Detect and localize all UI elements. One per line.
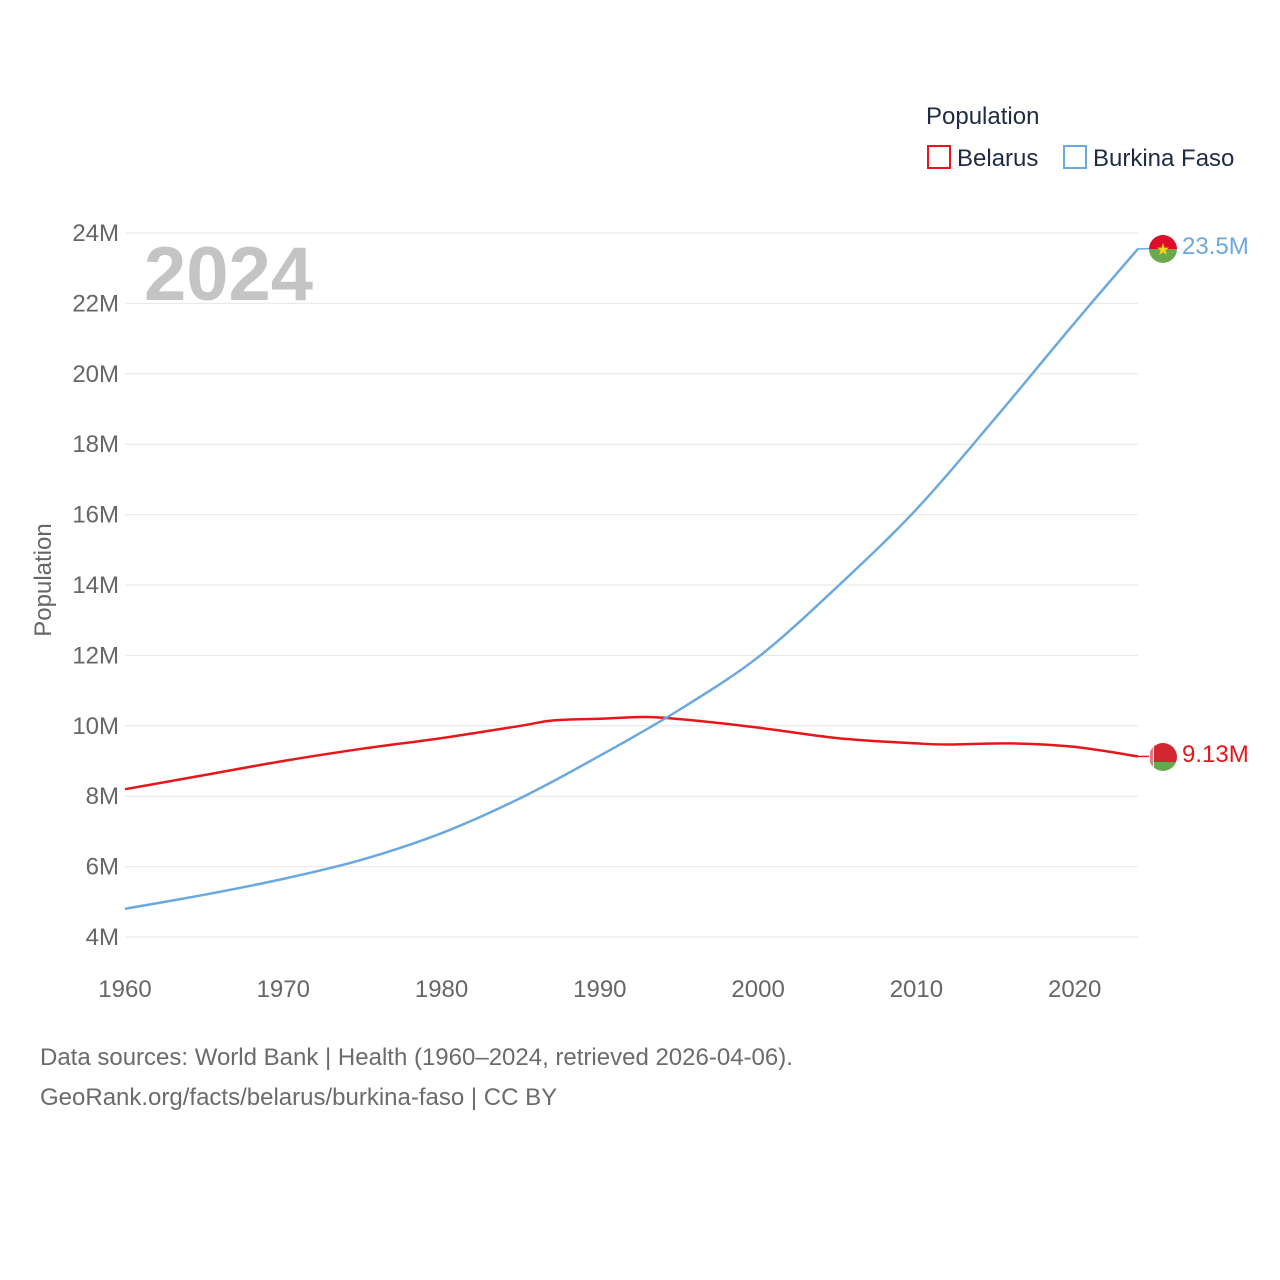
y-tick-label: 18M	[72, 431, 119, 458]
y-tick-label: 12M	[72, 642, 119, 669]
y-tick-label: 8M	[86, 783, 119, 810]
legend: Population Belarus Burkina Faso	[926, 103, 1234, 172]
y-tick-label: 24M	[72, 220, 119, 247]
x-tick-label: 1970	[257, 976, 310, 1003]
y-tick-label: 22M	[72, 290, 119, 317]
x-tick-label: 1960	[98, 976, 151, 1003]
end-label-belarus: 9.13M	[1182, 741, 1249, 768]
series-line-burkina-faso[interactable]	[124, 247, 1139, 911]
x-tick-label: 1990	[573, 976, 626, 1003]
legend-swatch-belarus[interactable]	[927, 145, 951, 169]
legend-title: Population	[926, 103, 1039, 130]
x-tick-label: 1980	[415, 976, 468, 1003]
x-tick-label: 2010	[890, 976, 943, 1003]
grid-lines	[125, 232, 1138, 938]
legend-swatch-burkina-faso[interactable]	[1063, 145, 1087, 169]
series-layer	[124, 247, 1149, 911]
series-line-belarus[interactable]	[124, 715, 1139, 791]
legend-label-burkina-faso[interactable]: Burkina Faso	[1093, 145, 1234, 172]
y-axis: 4M 6M 8M 10M 12M 14M 16M 18M 20M 22M 24M	[72, 220, 119, 951]
x-tick-label: 2000	[731, 976, 784, 1003]
y-tick-label: 20M	[72, 361, 119, 388]
y-tick-label: 16M	[72, 502, 119, 529]
y-axis-label: Population	[30, 523, 57, 636]
y-tick-label: 10M	[72, 713, 119, 740]
year-watermark: 2024	[144, 232, 313, 317]
belarus-flag-icon	[1149, 743, 1177, 771]
end-label-burkina-faso: 23.5M	[1182, 233, 1249, 260]
y-tick-label: 14M	[72, 572, 119, 599]
y-tick-label: 4M	[86, 924, 119, 951]
legend-label-belarus[interactable]: Belarus	[957, 145, 1038, 172]
x-tick-label: 2020	[1048, 976, 1101, 1003]
attribution-link[interactable]: GeoRank.org/facts/belarus/burkina-faso |…	[40, 1084, 558, 1111]
y-tick-label: 6M	[86, 854, 119, 881]
x-axis: 1960 1970 1980 1990 2000 2010 2020	[98, 976, 1101, 1003]
burkina-faso-flag-icon	[1149, 235, 1177, 263]
data-source-note: Data sources: World Bank | Health (1960–…	[40, 1044, 793, 1071]
